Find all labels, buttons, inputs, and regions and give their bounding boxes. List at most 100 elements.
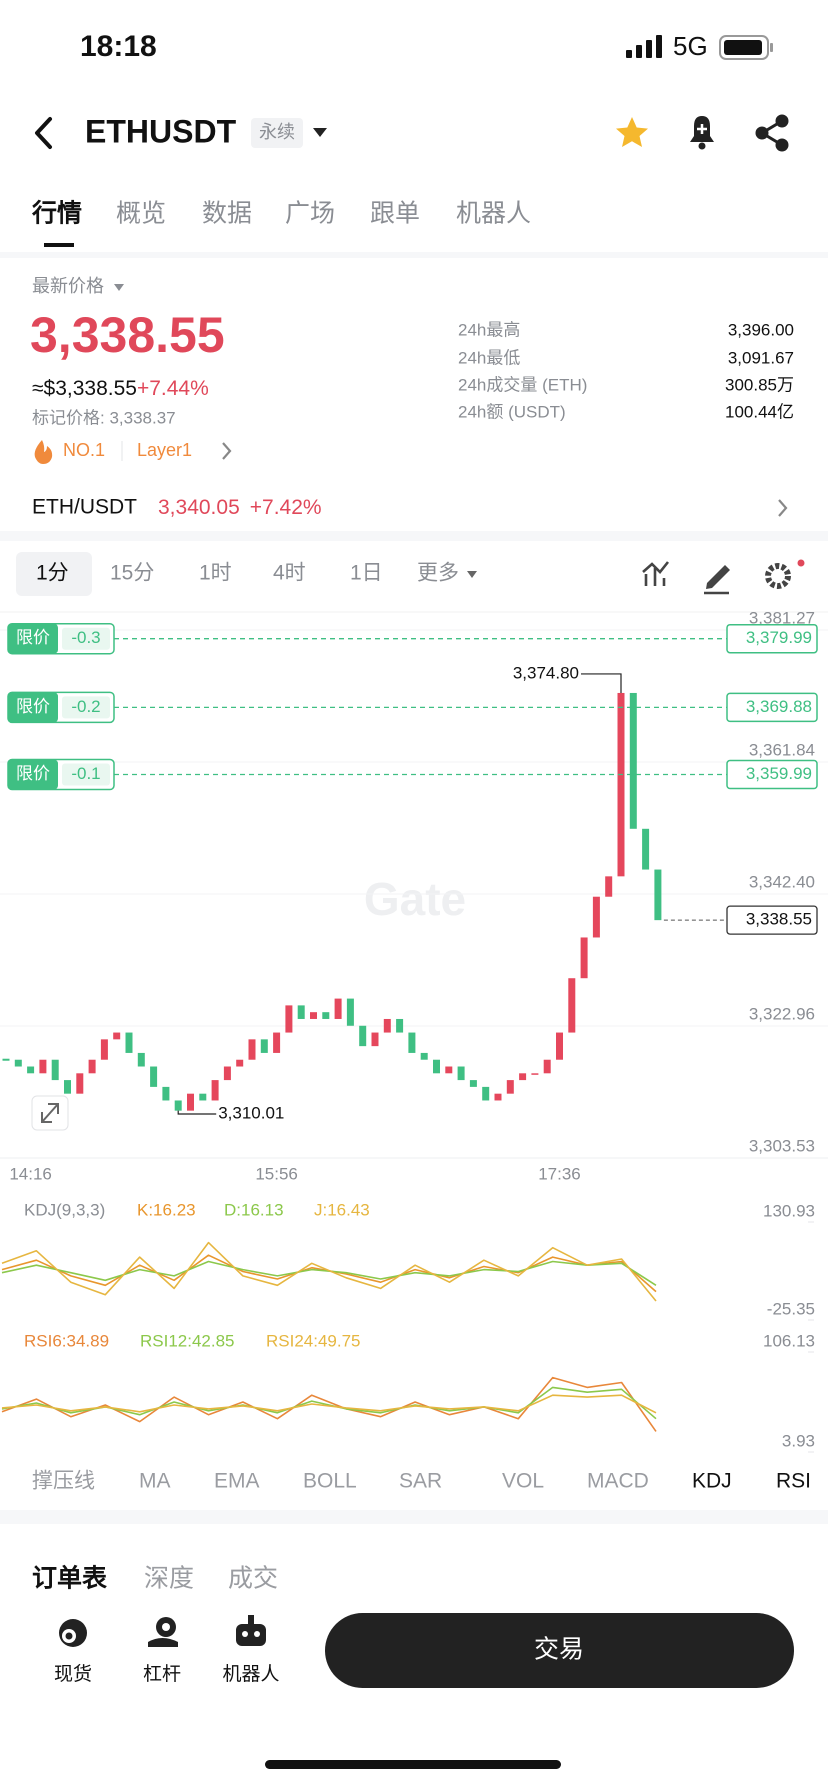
mark-price: 标记价格: 3,338.37 (32, 408, 176, 427)
candle (88, 1059, 96, 1074)
candle (310, 1012, 317, 1019)
nav-label[interactable]: 杠杆 (143, 1663, 181, 1685)
nav-label[interactable]: 现货 (54, 1663, 92, 1685)
candle (642, 828, 650, 870)
trade-button-label[interactable]: 交易 (534, 1636, 584, 1664)
candle (137, 1052, 145, 1067)
candle (187, 1093, 194, 1111)
stat-label: 24h最低 (458, 348, 520, 367)
spot-pair[interactable]: ETH/USDT (32, 496, 137, 519)
share-button[interactable] (755, 114, 789, 152)
candle (51, 1059, 59, 1081)
order-tab[interactable]: 订单表 (32, 1565, 108, 1593)
low-label: 3,310.01 (218, 1103, 284, 1122)
timeframe[interactable]: 1分 (36, 562, 69, 585)
legend-entry: K:16.23 (137, 1200, 196, 1219)
timeframe-selected-bg (16, 552, 92, 596)
sector-chevron[interactable] (222, 442, 232, 460)
tab[interactable]: 跟单 (370, 200, 420, 228)
tab[interactable]: 概览 (116, 200, 166, 228)
indicator-icon[interactable] (642, 561, 670, 586)
indicator-panels: KDJ(9,3,3) 130.93 -25.35 K:16.23 D:16.13 J:16… (1, 1200, 815, 1453)
usd-price: ≈$3,338.55 (32, 377, 137, 400)
margin-icon[interactable] (148, 1617, 178, 1647)
tab[interactable]: 数据 (202, 200, 252, 228)
timeframe[interactable]: 更多 (417, 562, 459, 585)
spot-icon[interactable] (59, 1619, 87, 1647)
candle (39, 1059, 47, 1074)
indicator-tab[interactable]: 撑压线 (32, 1470, 95, 1493)
sector[interactable]: Layer1 (137, 440, 192, 460)
candle (64, 1080, 71, 1094)
order-tab[interactable]: 成交 (228, 1565, 278, 1593)
symbol-dropdown[interactable] (313, 128, 327, 137)
spot-chevron[interactable] (778, 499, 788, 517)
limit-price: 3,359.99 (746, 764, 812, 783)
limit-price-box (726, 623, 818, 654)
candle (383, 1018, 391, 1033)
nav-label[interactable]: 机器人 (222, 1663, 279, 1685)
candle (211, 1080, 219, 1101)
order-tab[interactable]: 深度 (144, 1565, 194, 1593)
tab[interactable]: 行情 (31, 200, 82, 228)
candle (654, 869, 662, 921)
timeframe[interactable]: 15分 (110, 562, 154, 585)
indicator-tab[interactable]: MACD (587, 1470, 649, 1493)
candle (76, 1073, 84, 1094)
timeframe[interactable]: 1日 (350, 562, 383, 585)
trade-button[interactable] (325, 1613, 794, 1688)
stat-value: 3,091.67 (728, 348, 794, 367)
y-tick-label: 130.93 (763, 1201, 815, 1220)
candle (14, 1059, 22, 1067)
candle (592, 896, 600, 938)
timeframe[interactable]: 1时 (199, 562, 232, 585)
candle (236, 1059, 244, 1067)
price-label-dropdown[interactable] (114, 284, 124, 291)
battery-icon (719, 35, 773, 60)
candle (556, 1032, 563, 1060)
indicator-tab[interactable]: RSI (776, 1470, 811, 1493)
indicator-tab[interactable]: MA (139, 1470, 171, 1493)
watermark: Gate (364, 873, 466, 925)
candle (396, 1018, 404, 1033)
favorite-star[interactable] (616, 117, 648, 147)
price-label: 最新价格 (32, 276, 104, 296)
limit-offset-bg (62, 696, 110, 719)
candle (445, 1066, 453, 1074)
settings-icon[interactable] (765, 559, 805, 589)
timeframe[interactable]: 4时 (273, 562, 306, 585)
more-dropdown[interactable] (467, 571, 477, 578)
candle (297, 1005, 305, 1019)
tab[interactable]: 机器人 (456, 200, 531, 228)
limit-tag-bg (8, 623, 58, 654)
indicator-tab[interactable]: KDJ (692, 1470, 732, 1493)
expand-button[interactable] (31, 1095, 69, 1131)
back-button[interactable] (35, 117, 52, 149)
stats: 24h最高 3,396.00 24h最低 3,091.67 24h成交量 (ETH) 30… (458, 320, 794, 421)
indicator-tab[interactable]: BOLL (303, 1470, 357, 1493)
candle (433, 1059, 440, 1074)
candle (334, 998, 342, 1019)
indicator-tab[interactable]: SAR (399, 1470, 442, 1493)
candle (223, 1066, 231, 1081)
indicator-tab[interactable]: EMA (214, 1470, 260, 1493)
indicator-tab[interactable]: VOL (502, 1470, 544, 1493)
divider (0, 531, 828, 541)
candle (322, 1012, 330, 1019)
limit-tag: 限价 (16, 697, 50, 716)
legend-entry: RSI6:34.89 (24, 1331, 109, 1350)
limit-price: 3,369.88 (746, 697, 812, 716)
legend-entry: RSI12:42.85 (140, 1331, 235, 1350)
current-price: 3,338.55 (746, 910, 812, 929)
candle (150, 1066, 158, 1087)
stat-label: 24h最高 (458, 320, 520, 339)
limit-tag-bg (8, 692, 58, 723)
candle (273, 1032, 281, 1053)
bot-icon[interactable] (236, 1615, 266, 1646)
candle (2, 1058, 10, 1061)
draw-icon[interactable] (704, 565, 730, 595)
tab[interactable]: 广场 (285, 200, 335, 228)
divider (0, 252, 828, 258)
alert-bell[interactable] (690, 116, 714, 150)
